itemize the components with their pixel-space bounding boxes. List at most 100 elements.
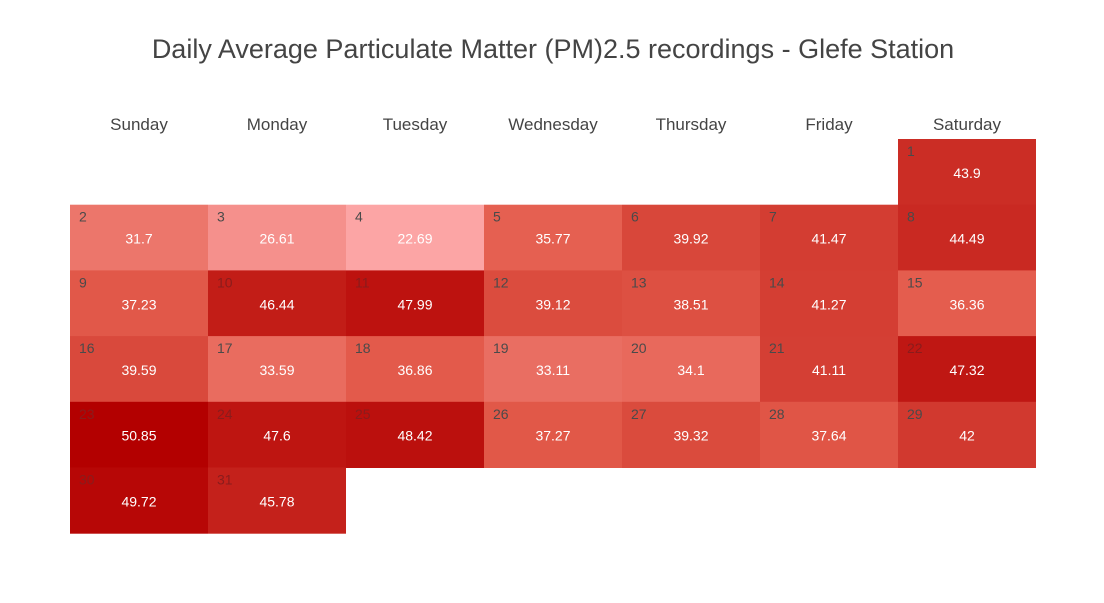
day-number-label: 4 <box>355 209 363 225</box>
day-number-label: 26 <box>493 406 509 422</box>
calendar-cell-day-24: 24 47.6 <box>208 401 346 468</box>
calendar-cell-day-15: 15 36.36 <box>898 270 1036 337</box>
calendar-cell-day-7: 741.47 <box>760 204 898 271</box>
day-number-label: 10 <box>217 274 233 290</box>
heat-cell <box>898 401 1036 468</box>
day-number-label: 29 <box>907 406 923 422</box>
day-number-label: 6 <box>631 209 639 225</box>
calendar-cell-day-20: 20 34.1 <box>622 336 760 403</box>
heat-cell <box>760 336 898 403</box>
day-number-label: 2 <box>79 209 87 225</box>
value-label: 37.27 <box>535 428 570 444</box>
calendar-cell-day-28: 28 37.64 <box>760 401 898 468</box>
value-label: 39.92 <box>673 231 708 247</box>
day-number-label: 8 <box>907 209 915 225</box>
value-label: 22.69 <box>397 231 432 247</box>
heat-cell <box>70 467 208 534</box>
day-number-label: 14 <box>769 274 785 290</box>
calendar-cell-day-6: 639.92 <box>622 204 760 271</box>
heat-cell <box>208 204 346 271</box>
calendar-cell-day-27: 27 39.32 <box>622 401 760 468</box>
value-label: 50.85 <box>121 428 156 444</box>
value-label: 41.47 <box>811 231 846 247</box>
calendar-cell-day-10: 10 46.44 <box>208 270 346 337</box>
day-number-label: 16 <box>79 340 95 356</box>
calendar-cell-day-31: 31 45.78 <box>208 467 346 534</box>
day-number-label: 27 <box>631 406 647 422</box>
heat-cell <box>346 401 484 468</box>
weekday-label-tuesday: Tuesday <box>383 115 448 134</box>
calendar-cell-day-22: 22 47.32 <box>898 336 1036 403</box>
heat-cell <box>208 336 346 403</box>
value-label: 38.51 <box>673 296 708 312</box>
day-number-label: 31 <box>217 472 233 488</box>
heat-cell <box>898 139 1036 206</box>
weekday-header: Sunday Monday Tuesday Wednesday Thursday Frid… <box>110 115 1001 134</box>
calendar-cell-day-3: 326.61 <box>208 204 346 271</box>
heat-cell <box>70 401 208 468</box>
calendar-cell-day-14: 14 41.27 <box>760 270 898 337</box>
calendar-cells: 143.9231.7326.61422.69535.77639.92741.47… <box>70 139 1036 534</box>
day-number-label: 19 <box>493 340 509 356</box>
day-number-label: 18 <box>355 340 371 356</box>
value-label: 45.78 <box>259 493 294 509</box>
heat-cell <box>70 270 208 337</box>
heat-cell <box>484 401 622 468</box>
day-number-label: 20 <box>631 340 647 356</box>
weekday-label-monday: Monday <box>247 115 308 134</box>
heat-cell <box>622 401 760 468</box>
day-number-label: 23 <box>79 406 95 422</box>
heat-cell <box>484 336 622 403</box>
value-label: 47.32 <box>949 362 984 378</box>
value-label: 42 <box>959 428 975 444</box>
day-number-label: 30 <box>79 472 95 488</box>
value-label: 37.23 <box>121 296 156 312</box>
heat-cell <box>346 270 484 337</box>
value-label: 36.36 <box>949 296 984 312</box>
day-number-label: 25 <box>355 406 371 422</box>
calendar-cell-day-25: 25 48.42 <box>346 401 484 468</box>
calendar-cell-day-21: 21 41.11 <box>760 336 898 403</box>
weekday-label-wednesday: Wednesday <box>508 115 598 134</box>
weekday-label-friday: Friday <box>805 115 853 134</box>
day-number-label: 12 <box>493 274 509 290</box>
day-number-label: 21 <box>769 340 785 356</box>
value-label: 44.49 <box>949 231 984 247</box>
value-label: 48.42 <box>397 428 432 444</box>
heat-cell <box>484 270 622 337</box>
day-number-label: 7 <box>769 209 777 225</box>
day-number-label: 13 <box>631 274 647 290</box>
heat-cell <box>70 336 208 403</box>
value-label: 33.59 <box>259 362 294 378</box>
heat-cell <box>898 270 1036 337</box>
heat-cell <box>208 401 346 468</box>
heat-cell <box>760 270 898 337</box>
heat-cell <box>760 401 898 468</box>
calendar-cell-day-13: 13 38.51 <box>622 270 760 337</box>
value-label: 33.11 <box>536 362 570 378</box>
value-label: 46.44 <box>259 296 294 312</box>
value-label: 47.6 <box>263 428 290 444</box>
calendar-cell-day-18: 18 36.86 <box>346 336 484 403</box>
value-label: 41.11 <box>812 362 846 378</box>
heat-cell <box>760 204 898 271</box>
calendar-cell-day-1: 143.9 <box>898 139 1036 206</box>
day-number-label: 5 <box>493 209 501 225</box>
calendar-cell-day-12: 12 39.12 <box>484 270 622 337</box>
calendar-cell-day-26: 26 37.27 <box>484 401 622 468</box>
day-number-label: 24 <box>217 406 233 422</box>
day-number-label: 9 <box>79 274 87 290</box>
calendar-cell-day-9: 937.23 <box>70 270 208 337</box>
value-label: 39.59 <box>121 362 156 378</box>
value-label: 35.77 <box>535 231 570 247</box>
day-number-label: 1 <box>907 143 915 159</box>
heat-cell <box>208 270 346 337</box>
value-label: 31.7 <box>125 231 152 247</box>
weekday-label-sunday: Sunday <box>110 115 168 134</box>
value-label: 41.27 <box>811 296 846 312</box>
calendar-cell-day-8: 844.49 <box>898 204 1036 271</box>
day-number-label: 15 <box>907 274 923 290</box>
heat-cell <box>622 270 760 337</box>
